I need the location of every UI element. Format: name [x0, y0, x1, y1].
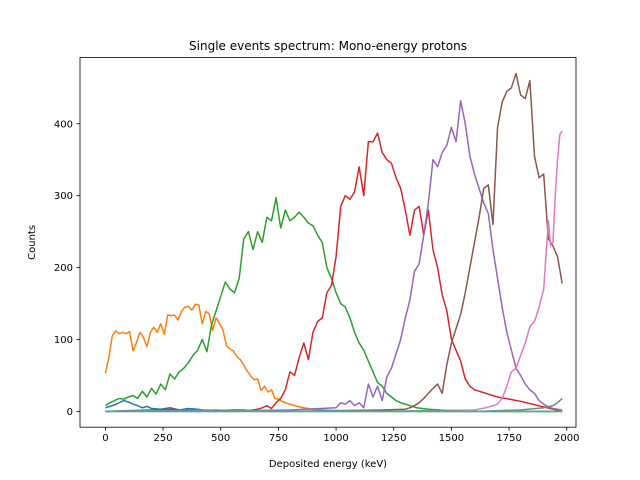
plot-lines [104, 72, 563, 413]
x-tick-label: 0 [102, 433, 108, 444]
series-line-5 [105, 99, 563, 413]
y-axis-label: Counts [27, 225, 38, 260]
series-line-2 [104, 303, 563, 413]
x-tick-label: 1750 [496, 433, 521, 444]
x-axis-label: Deposited energy (keV) [269, 459, 387, 470]
x-tick-label: 1000 [323, 433, 348, 444]
y-tick-label: 400 [54, 119, 73, 130]
x-tick-label: 1250 [381, 433, 406, 444]
series-line-3 [104, 197, 563, 413]
series-line-6 [105, 72, 563, 413]
x-tick-label: 750 [269, 433, 288, 444]
y-tick-label: 300 [54, 191, 73, 202]
y-axis: 0 100 200 300 400 [54, 119, 80, 418]
plot-frame [79, 57, 577, 428]
series-line-7 [105, 130, 563, 413]
y-tick-label: 200 [54, 263, 73, 274]
series-line-4 [105, 132, 563, 413]
x-tick-label: 2000 [554, 433, 579, 444]
x-tick-label: 1500 [439, 433, 464, 444]
x-tick-label: 250 [154, 433, 173, 444]
x-axis: 0 250 500 750 1000 1250 1500 1750 2000 [102, 427, 579, 444]
chart-title: Single events spectrum: Mono-energy prot… [189, 39, 467, 53]
x-tick-label: 500 [211, 433, 230, 444]
y-tick-label: 0 [67, 407, 73, 418]
y-tick-label: 100 [54, 335, 73, 346]
